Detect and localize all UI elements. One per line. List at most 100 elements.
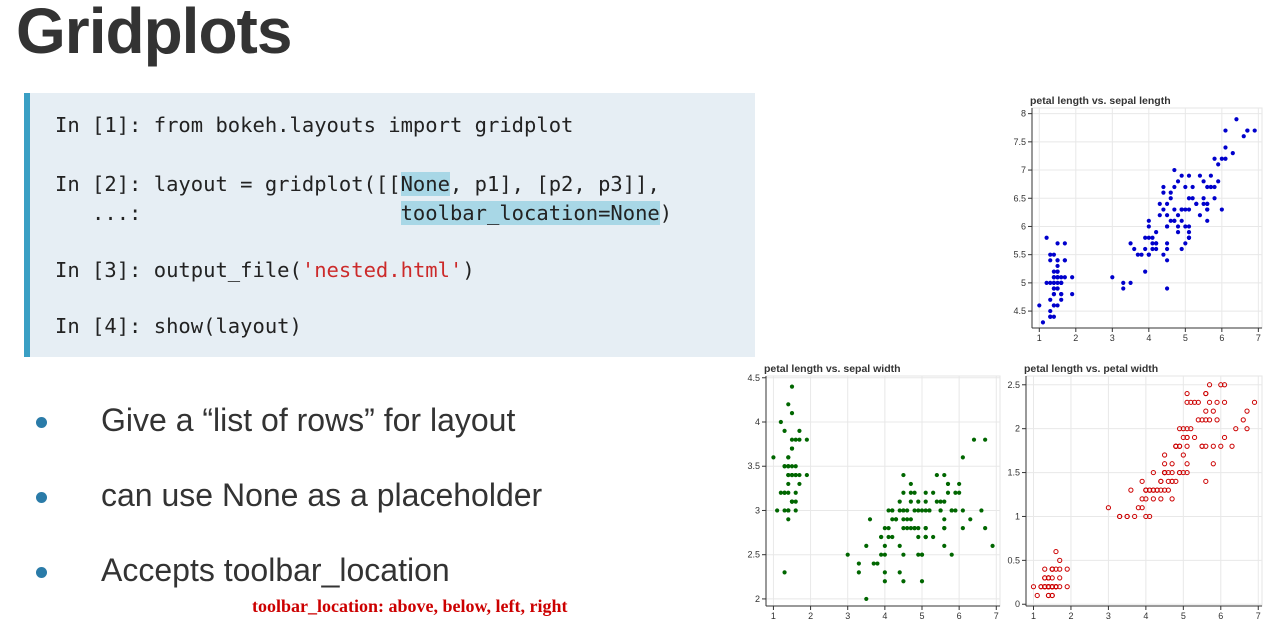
data-point [778,490,783,495]
data-point [1044,280,1049,285]
data-point [1070,292,1075,297]
data-point [1057,575,1063,581]
y-tick-label: 4.5 [1013,306,1026,316]
data-point [942,543,947,548]
plot-title: petal length vs. sepal length [1030,95,1171,107]
data-point [1143,235,1148,240]
data-point [1175,230,1181,235]
data-point [1048,308,1053,314]
data-point [786,508,791,513]
data-point [1205,218,1210,223]
data-point [1150,235,1155,240]
data-point [1045,584,1052,590]
data-point [1051,303,1057,308]
bullet-text: Accepts toolbar_location [101,552,450,588]
data-point [1053,548,1059,555]
data-point [1055,286,1060,291]
data-point [1158,496,1164,502]
y-tick-label: 5.5 [1013,250,1026,260]
code-highlight: toolbar_location=None [400,201,660,225]
data-point [905,508,910,513]
slide-title: Gridplots [16,0,292,67]
data-point [893,517,899,522]
x-tick-label: 3 [845,611,850,621]
data-point [1132,246,1137,252]
x-tick-label: 5 [1181,611,1186,621]
data-point [1150,241,1155,246]
code-line-3: ...: toolbar_location=None) [55,199,672,227]
data-point [856,561,861,566]
x-tick-label: 7 [1256,333,1261,343]
data-point [1188,399,1194,405]
data-point [1045,575,1052,581]
data-point [908,526,913,531]
plot-area [765,375,1001,607]
data-point [916,552,921,557]
data-point [1190,196,1195,201]
data-point [1051,286,1057,291]
data-point [1048,280,1053,285]
data-point [793,490,798,495]
data-point [953,490,958,495]
data-point [942,517,947,522]
x-tick-label: 5 [919,611,924,621]
data-point [782,508,787,513]
data-point [1180,452,1186,458]
data-point [1051,269,1057,274]
data-point [1203,390,1209,397]
data-point [942,499,947,504]
data-point [1146,252,1151,257]
data-point [1150,469,1156,476]
data-point [1045,592,1052,599]
data-point [949,552,954,557]
data-point [979,508,984,513]
data-point [793,464,798,469]
data-point [1172,207,1177,212]
y-tick-label: 0.5 [1007,555,1020,565]
data-point [1173,478,1179,484]
data-point [1210,443,1216,449]
scatter-plot-sepal-length: petal length vs. sepal length 1 2 3 4 5 6 7 4.5 5… [1013,95,1263,343]
data-point [1169,496,1175,502]
data-point [897,570,902,575]
data-point [1229,443,1235,449]
data-point [786,472,791,478]
data-point [1206,399,1213,405]
data-point [1128,241,1133,246]
data-point [1223,128,1228,133]
data-point [901,526,906,531]
y-tick-label: 2.5 [747,550,760,560]
data-point [1164,241,1170,246]
data-point [882,579,887,584]
bullet-item: can use None as a placeholder [36,470,736,520]
x-tick-label: 6 [1218,611,1223,621]
code-prompt: In [2]: [55,172,154,196]
data-point [912,526,917,531]
data-point [1183,224,1188,229]
data-point [1064,584,1070,590]
data-point [1154,241,1159,246]
data-point [1161,207,1166,212]
data-point [1197,173,1203,178]
code-prompt: ...: [55,201,154,225]
data-point [882,570,887,575]
data-point [1051,280,1057,285]
data-point [1175,213,1181,218]
data-point [1164,286,1170,291]
data-point [804,437,809,442]
y-tick-label: 4 [755,417,760,427]
data-point [1219,207,1224,212]
data-point [1244,426,1250,432]
x-tick-label: 3 [1110,333,1115,343]
data-point [1183,207,1188,212]
data-point [1208,173,1213,178]
data-point [1184,461,1190,467]
data-point [1132,513,1138,520]
plot-area [1031,107,1263,329]
data-point [1205,201,1210,206]
data-point [912,490,917,495]
data-point [793,437,798,442]
data-point [1162,469,1168,476]
data-point [1203,478,1209,484]
data-point [908,481,913,487]
